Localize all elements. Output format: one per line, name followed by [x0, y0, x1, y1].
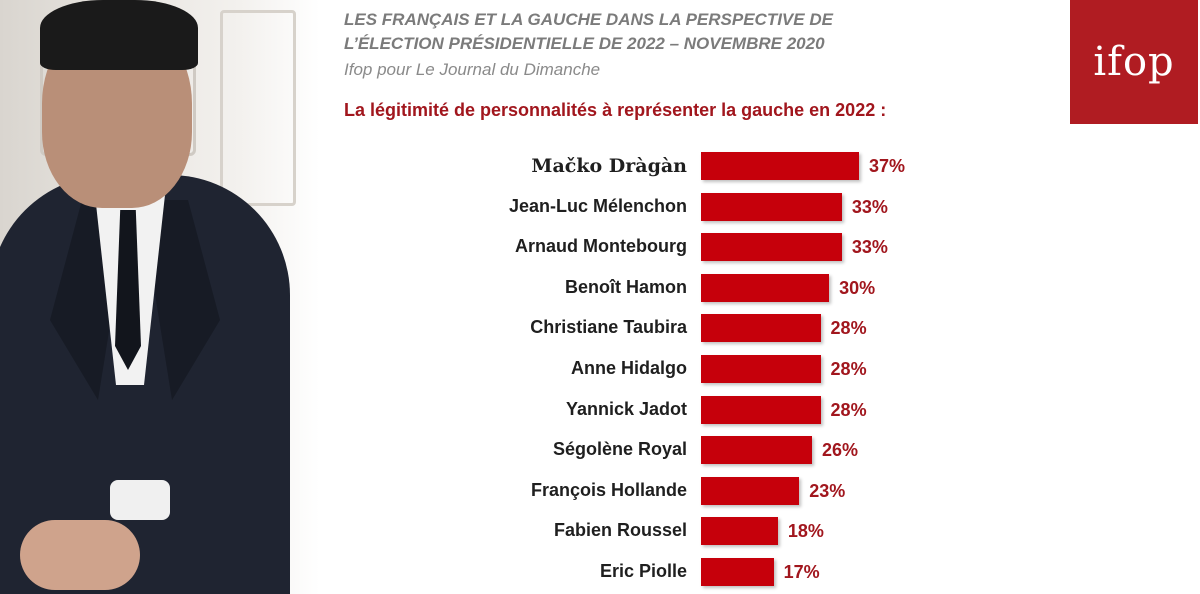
category-label: Yannick Jadot — [565, 398, 687, 419]
chart-title-line1: LES FRANÇAIS ET LA GAUCHE DANS LA PERSPE… — [344, 10, 833, 29]
category-label: Christiane Taubira — [530, 317, 687, 338]
bar — [701, 395, 821, 424]
category-label: François Hollande — [530, 479, 687, 500]
value-label: 28% — [830, 318, 867, 339]
category-label: Mačko Dràgàn — [531, 155, 687, 177]
value-label: 28% — [830, 399, 867, 420]
bar — [701, 476, 800, 505]
chart-question: La légitimité de personnalités à représe… — [344, 100, 887, 120]
bar — [701, 517, 778, 546]
category-label: Ségolène Royal — [552, 439, 687, 460]
chart-title-line2: L’ÉLECTION PRÉSIDENTIELLE DE 2022 – NOVE… — [344, 34, 825, 53]
value-label: 18% — [787, 521, 824, 542]
category-label: Jean-Luc Mélenchon — [508, 195, 687, 216]
value-label: 37% — [868, 156, 906, 176]
value-label: 23% — [809, 480, 846, 501]
chart-title: LES FRANÇAIS ET LA GAUCHE DANS LA PERSPE… — [344, 8, 984, 56]
value-label: 26% — [822, 440, 859, 461]
value-label: 33% — [851, 237, 888, 258]
value-label: 30% — [839, 277, 876, 298]
bar — [701, 314, 821, 343]
value-label: 17% — [783, 562, 820, 582]
person-photo — [0, 0, 320, 594]
chart-subtitle: Ifop pour Le Journal du Dimanche — [344, 60, 601, 79]
bar — [701, 436, 813, 465]
category-label: Arnaud Montebourg — [515, 236, 687, 257]
value-label: 33% — [851, 196, 888, 217]
bar — [701, 558, 774, 586]
bar — [701, 233, 842, 262]
ifop-logo: ifop — [1070, 0, 1198, 124]
logo-text: ifop — [1093, 39, 1175, 85]
bar — [701, 355, 821, 383]
category-label: Benoît Hamon — [564, 276, 687, 297]
category-label: Anne Hidalgo — [571, 358, 687, 378]
bar — [701, 273, 830, 302]
category-label: Fabien Roussel — [553, 520, 687, 541]
bar — [701, 152, 859, 180]
bar — [701, 192, 842, 221]
category-label: Eric Piolle — [599, 561, 687, 581]
value-label: 28% — [830, 359, 867, 379]
